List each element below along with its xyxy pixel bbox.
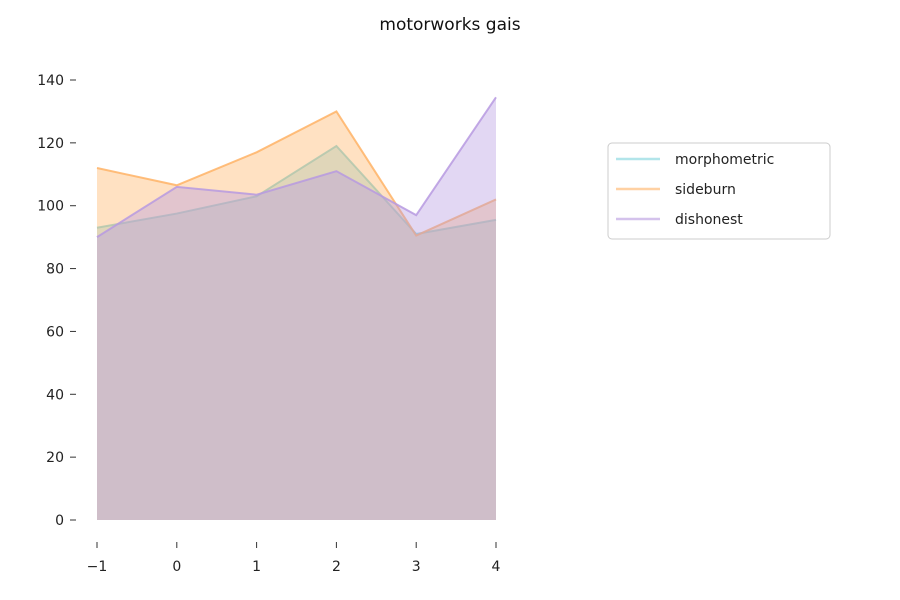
y-tick-label: 100 (37, 199, 64, 215)
line-sideburn (96, 110, 497, 237)
area-dishonest (97, 97, 496, 521)
x-tick-label: 1 (252, 559, 261, 575)
x-tick-label: −1 (87, 559, 108, 575)
y-tick-label: 0 (55, 513, 64, 529)
plot-area (96, 96, 497, 521)
y-tick-label: 40 (46, 387, 64, 403)
legend-label-morphometric: morphometric (675, 152, 774, 168)
x-tick-label: 0 (172, 559, 181, 575)
line-dishonest (96, 96, 497, 238)
y-tick-label: 60 (46, 324, 64, 340)
legend-frame (607, 142, 831, 240)
y-axis: 0 20 40 60 80 100 120 140 (37, 73, 76, 529)
y-tick-label: 80 (46, 262, 64, 278)
y-tick-label: 120 (37, 136, 64, 152)
x-axis: −1 0 1 2 3 4 (87, 542, 501, 575)
area-morphometric (97, 146, 496, 520)
chart-title: motorworks gais (379, 15, 520, 35)
x-tick-label: 3 (412, 559, 421, 575)
area-sideburn (97, 111, 496, 520)
line-morphometric (96, 144, 497, 236)
y-tick-label: 20 (46, 450, 64, 466)
legend-label-sideburn: sideburn (675, 182, 736, 198)
legend-label-dishonest: dishonest (675, 212, 743, 228)
legend: morphometric sideburn dishonest (607, 142, 831, 240)
x-tick-label: 4 (492, 559, 501, 575)
x-tick-label: 2 (332, 559, 341, 575)
y-tick-label: 140 (37, 73, 64, 89)
